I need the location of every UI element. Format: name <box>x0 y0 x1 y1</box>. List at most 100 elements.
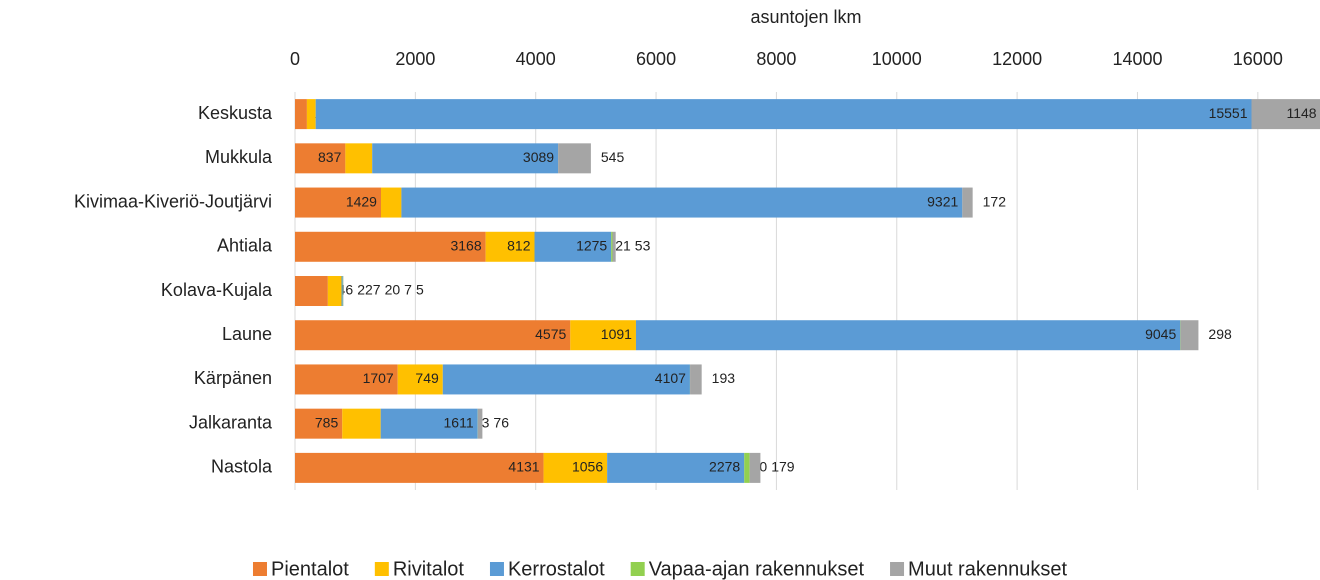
data-label: 812 <box>507 237 531 253</box>
bar-segment <box>342 408 381 439</box>
data-label: 837 <box>318 149 342 165</box>
bar-segment <box>485 231 535 262</box>
legend-swatch <box>890 562 905 576</box>
y-tick-label: Kärpänen <box>194 368 272 388</box>
data-label: 298 <box>1208 326 1232 342</box>
y-tick-label: Keskusta <box>198 103 273 123</box>
y-tick-label: Kolava-Kujala <box>161 280 273 300</box>
bar-segment <box>543 452 608 483</box>
y-tick-label: Nastola <box>211 457 273 477</box>
bar-segment <box>380 187 402 218</box>
y-tick-label: Ahtiala <box>217 236 273 256</box>
legend-swatch <box>630 562 645 576</box>
bar-segment <box>295 320 571 351</box>
bar-segment <box>401 187 963 218</box>
bar-segment <box>477 408 483 439</box>
data-label: 4575 <box>535 326 566 342</box>
x-tick-label: 4000 <box>516 49 556 69</box>
data-label: 9045 <box>1145 326 1176 342</box>
data-label: 1429 <box>346 193 377 209</box>
bar-segment <box>1180 320 1199 351</box>
bar-segment <box>372 143 559 174</box>
data-label: 15551 <box>1209 105 1248 121</box>
bar-segment <box>749 452 761 483</box>
bar-segment <box>635 320 1181 351</box>
data-label: 1611 <box>444 414 474 430</box>
x-tick-label: 8000 <box>756 49 796 69</box>
data-label: 545 <box>601 149 625 165</box>
data-label: 4107 <box>655 370 686 386</box>
x-tick-label: 10000 <box>872 49 922 69</box>
data-label: 193 <box>712 370 736 386</box>
bar-segment <box>295 99 307 130</box>
bar-segment <box>690 364 702 395</box>
data-label: 179 <box>771 459 795 475</box>
data-label: 1275 <box>576 237 607 253</box>
bar-segment <box>612 231 616 262</box>
bar-segment <box>295 187 381 218</box>
data-label: 4131 <box>508 459 539 475</box>
y-tick-label: Kivimaa-Kiveriö-Joutjärvi <box>74 191 272 211</box>
legend-label: Vapaa-ajan rakennukset <box>649 558 865 580</box>
data-label: 1148 <box>1286 105 1316 121</box>
bar-segment <box>327 276 342 306</box>
bar-segment <box>962 187 973 218</box>
x-tick-label: 6000 <box>636 49 676 69</box>
bar-segment <box>1251 99 1320 130</box>
bar-segment <box>295 231 486 262</box>
x-tick-label: 12000 <box>992 49 1042 69</box>
x-tick-label: 0 <box>290 49 300 69</box>
bar-segment <box>295 408 343 439</box>
data-label: 1056 <box>572 459 603 475</box>
bar-segment <box>534 231 612 262</box>
data-label: 227 <box>357 282 381 298</box>
data-label: 3089 <box>523 149 554 165</box>
y-tick-label: Mukkula <box>205 147 273 167</box>
bar-segment <box>558 143 591 174</box>
data-label: 53 <box>635 237 651 253</box>
data-label: 76 <box>493 414 509 430</box>
x-tick-label: 2000 <box>395 49 435 69</box>
data-label: 2278 <box>709 459 740 475</box>
legend-label: Pientalot <box>271 558 349 580</box>
x-tick-label: 14000 <box>1112 49 1162 69</box>
bar-segment <box>611 231 613 262</box>
bar-segment <box>306 99 316 130</box>
bar-segment <box>341 276 343 306</box>
data-label: 20 <box>385 282 401 298</box>
bar-segment <box>345 143 373 174</box>
data-label: 5 <box>416 282 424 298</box>
data-label: 785 <box>315 414 339 430</box>
data-label: 21 <box>615 237 631 253</box>
bar-segment <box>315 99 1252 130</box>
legend-label: Kerrostalot <box>508 558 605 580</box>
data-label: 1707 <box>363 370 394 386</box>
bar-segment <box>570 320 636 351</box>
axis-title: asuntojen lkm <box>750 7 861 27</box>
bar-segment <box>607 452 745 483</box>
data-label: 7 <box>404 282 412 298</box>
legend-label: Rivitalot <box>393 558 465 580</box>
bar-segment <box>442 364 690 395</box>
y-tick-label: Jalkaranta <box>189 412 273 432</box>
bar-segment <box>380 408 478 439</box>
bar-segment <box>295 143 346 174</box>
data-label: 749 <box>415 370 439 386</box>
legend-swatch <box>489 562 504 576</box>
bar-segment <box>295 452 544 483</box>
data-label: 3 <box>482 414 490 430</box>
data-label: 1091 <box>601 326 632 342</box>
bar-segment <box>295 276 328 306</box>
legend-label: Muut rakennukset <box>908 558 1067 580</box>
legend-swatch <box>374 562 389 576</box>
bar-segment <box>397 364 443 395</box>
y-tick-label: Laune <box>222 324 272 344</box>
bar-segment <box>295 364 398 395</box>
data-label: 9321 <box>927 193 958 209</box>
x-tick-label: 16000 <box>1233 49 1283 69</box>
data-label: 172 <box>983 193 1007 209</box>
legend-swatch <box>252 562 267 576</box>
data-label: 3168 <box>450 237 481 253</box>
bar-segment <box>744 452 750 483</box>
